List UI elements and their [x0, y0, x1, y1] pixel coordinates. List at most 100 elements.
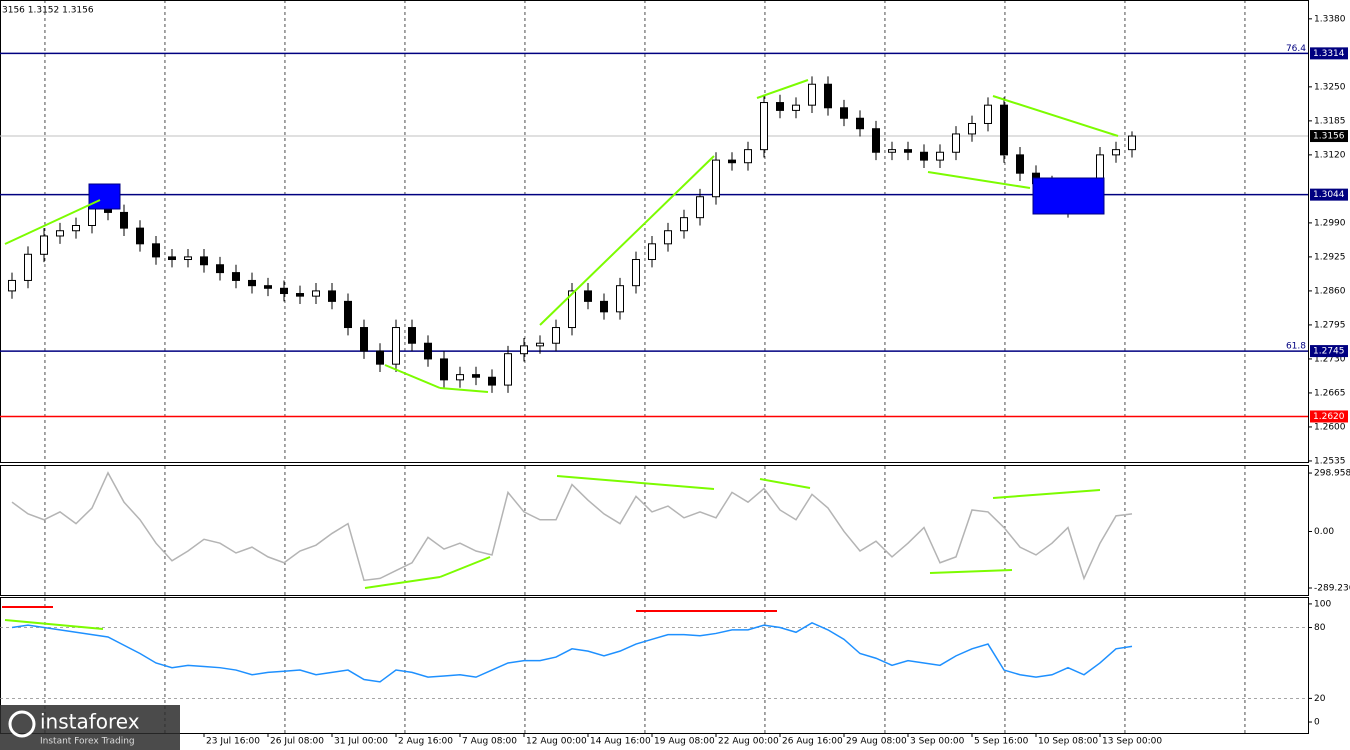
- y-tick-label: 1.2730: [1314, 354, 1346, 364]
- candle-body: [440, 358, 448, 381]
- trend-line: [364, 576, 441, 589]
- x-tick-label: 2 Aug 16:00: [398, 737, 453, 747]
- x-tick-label: 3 Sep 00:00: [910, 737, 965, 747]
- y-tick-label: 1.3185: [1314, 116, 1346, 126]
- candle-body: [248, 279, 256, 287]
- indicator-line: [11, 471, 1133, 582]
- candle-body: [312, 290, 320, 297]
- x-tick-label: 22 Aug 00:00: [718, 737, 779, 747]
- level-tag: 61.8: [1286, 342, 1306, 352]
- trend-line: [384, 364, 441, 389]
- candle-body: [520, 345, 528, 355]
- candle-body: [88, 206, 96, 227]
- trend-line: [756, 79, 809, 99]
- candle-body: [8, 279, 16, 292]
- candle-body: [776, 102, 784, 111]
- candle-body: [760, 102, 768, 151]
- trend-line: [439, 556, 491, 578]
- x-tick-label: 10 Sep 08:00: [1038, 737, 1098, 747]
- candle-body: [264, 285, 272, 289]
- candle-body: [600, 300, 608, 313]
- x-tick-label: 23 Jul 16:00: [206, 737, 260, 747]
- candle-body: [296, 293, 304, 297]
- candle-body: [200, 256, 208, 266]
- x-tick-label: 31 Jul 00:00: [334, 737, 388, 747]
- rsi-panel: [0, 597, 1309, 734]
- candle-body: [488, 376, 496, 386]
- candle-body: [808, 83, 816, 106]
- zone-box: [88, 183, 121, 210]
- candle-body: [1128, 135, 1136, 151]
- candle-body: [136, 227, 144, 245]
- trend-line: [4, 199, 101, 245]
- candle-body: [664, 230, 672, 245]
- candle-body: [72, 225, 80, 232]
- trend-line: [759, 478, 811, 489]
- candle-body: [568, 290, 576, 329]
- candle-body: [696, 196, 704, 219]
- candle-body: [392, 327, 400, 365]
- logo-icon: [8, 710, 36, 738]
- candle-body: [872, 128, 880, 153]
- candle-body: [408, 327, 416, 344]
- x-tick-label: 12 Aug 00:00: [526, 737, 587, 747]
- y-tick-label: 298.9583: [1314, 469, 1350, 479]
- y-tick-label: 1.2665: [1314, 388, 1346, 398]
- candle-body: [552, 327, 560, 344]
- candle-body: [152, 243, 160, 258]
- x-tick-label: 26 Jul 08:00: [270, 737, 324, 747]
- y-tick-label: 1.3120: [1314, 150, 1346, 160]
- trend-line: [992, 95, 1119, 137]
- candle-body: [584, 290, 592, 302]
- level-label: 1.3156: [1313, 132, 1345, 142]
- x-tick-label: 5 Sep 16:00: [974, 737, 1029, 747]
- candle-body: [824, 83, 832, 109]
- candle-body: [888, 149, 896, 153]
- level-label-box: [1310, 345, 1348, 358]
- trend-line: [927, 171, 1031, 189]
- candle-body: [632, 259, 640, 287]
- level-label: 1.2745: [1313, 347, 1345, 357]
- candle-body: [728, 159, 736, 164]
- level-label-box: [1310, 130, 1348, 143]
- level-label: 1.3044: [1313, 190, 1345, 200]
- y-tick-label: 1.2990: [1314, 218, 1346, 228]
- trend-line: [4, 619, 104, 630]
- watermark-tagline: Instant Forex Trading: [40, 737, 135, 747]
- y-tick-label: 1.2860: [1314, 286, 1346, 296]
- level-label-box: [1310, 410, 1348, 423]
- x-tick-label: 19 Aug 08:00: [654, 737, 715, 747]
- x-tick-label: 7 Aug 08:00: [462, 737, 517, 747]
- candle-body: [936, 151, 944, 161]
- level-label: 1.3314: [1313, 49, 1345, 59]
- zone-box: [1032, 177, 1105, 215]
- candle-body: [424, 342, 432, 360]
- trend-line: [556, 475, 715, 490]
- candle-body: [1112, 149, 1120, 156]
- trend-line: [929, 569, 1013, 574]
- candle-body: [968, 122, 976, 135]
- candle-body: [168, 256, 176, 261]
- y-tick-label: 1.3380: [1314, 14, 1346, 24]
- candle-body: [648, 243, 656, 261]
- y-tick-label: 1.2535: [1314, 456, 1346, 466]
- indicator-line: [11, 621, 1133, 683]
- candle-body: [744, 149, 752, 164]
- candle-body: [1000, 104, 1008, 156]
- candle-body: [616, 285, 624, 313]
- y-tick-label: 20: [1314, 694, 1326, 704]
- level-tag: 76.4: [1286, 44, 1306, 54]
- candle-body: [680, 217, 688, 232]
- trend-line: [539, 155, 715, 326]
- candle-body: [360, 327, 368, 352]
- candle-body: [376, 350, 384, 365]
- y-tick-label: 0: [1314, 718, 1320, 728]
- y-tick-label: 0.00: [1314, 527, 1334, 537]
- candle-body: [856, 117, 864, 130]
- candle-body: [232, 272, 240, 281]
- trend-line: [992, 489, 1101, 499]
- candle-body: [280, 287, 288, 295]
